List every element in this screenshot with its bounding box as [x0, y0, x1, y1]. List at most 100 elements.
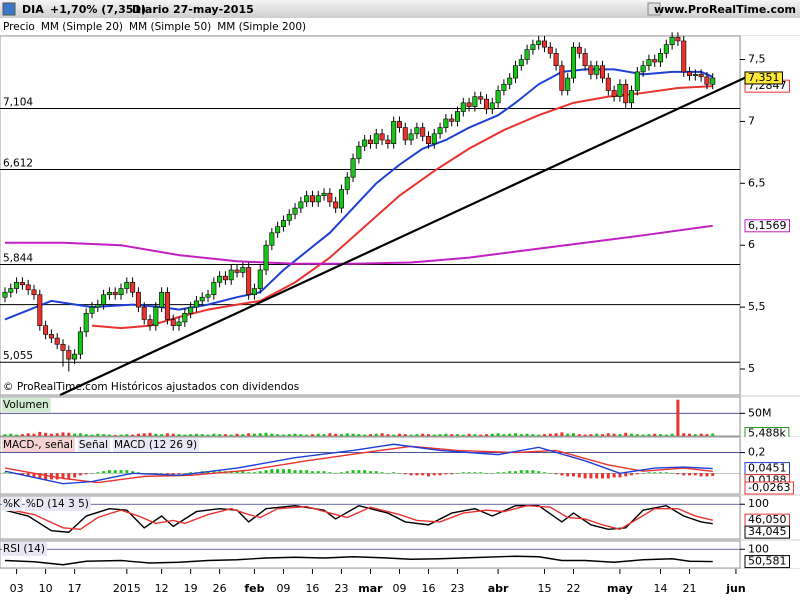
- candle-body: [495, 90, 501, 104]
- volume-bar: [96, 433, 100, 436]
- panel: [0, 396, 741, 437]
- histogram-bar: [160, 473, 164, 474]
- period: Diario: [132, 3, 170, 16]
- histogram-bar: [380, 472, 384, 474]
- histogram-bar: [461, 472, 465, 474]
- volume-bar: [142, 433, 146, 436]
- candle-body: [391, 121, 397, 145]
- volume-bar: [676, 399, 680, 436]
- candle-body: [547, 46, 553, 54]
- histogram-bar: [508, 471, 512, 474]
- panels: 03 10 17 2015 12 19 26 feb 09 16 23 mar 09 16 23 abr 15 2…: [0, 21, 800, 600]
- volume-bar: [589, 434, 593, 436]
- volume-bar: [508, 433, 512, 436]
- candle-body: [286, 213, 292, 221]
- volume-bar: [606, 433, 610, 436]
- change: +1,70% (7,351): [50, 3, 146, 16]
- candle-body: [414, 127, 420, 135]
- histogram-bar: [670, 473, 674, 474]
- candle-body: [658, 53, 664, 63]
- volume-bar: [577, 434, 581, 436]
- legend-label: %D (14 3 5): [26, 498, 89, 510]
- candle-body: [362, 139, 368, 147]
- candle-body: [25, 284, 31, 291]
- volume-bar: [363, 434, 367, 436]
- histogram-bar: [357, 470, 361, 474]
- legend-label: MM (Simple 50): [129, 21, 211, 33]
- level-label: 5,844: [3, 253, 33, 265]
- legend-box: [2, 542, 47, 556]
- legend-label: MACD (12 26 9): [114, 439, 197, 451]
- x-tick-label: 09: [276, 582, 290, 595]
- histogram-bar: [409, 473, 413, 476]
- histogram-bar: [305, 470, 309, 474]
- histogram-bar: [9, 473, 13, 474]
- volume-bar: [647, 434, 651, 436]
- histogram-bar: [624, 473, 628, 477]
- volume-bar: [345, 433, 349, 436]
- candle-body: [327, 192, 333, 203]
- candle-body: [646, 59, 652, 67]
- site: www.ProRealTime.com: [654, 3, 796, 16]
- candle-body: [402, 127, 408, 141]
- legend-label: Volumen: [3, 399, 49, 411]
- histogram-bar: [247, 472, 251, 474]
- x-tick-label: 23: [334, 582, 348, 595]
- histogram-bar: [183, 473, 187, 474]
- candle-body: [222, 275, 228, 281]
- volume-bar: [444, 433, 448, 436]
- volume-bar: [38, 431, 42, 436]
- volume-bar: [699, 433, 703, 436]
- candle-body: [652, 59, 658, 63]
- histogram-bar: [293, 470, 297, 474]
- histogram-bar: [386, 473, 390, 474]
- candle-body: [60, 343, 66, 351]
- trend-line: [59, 76, 746, 396]
- symbol-icon[interactable]: [2, 2, 16, 16]
- volume-bar: [293, 433, 297, 436]
- histogram-bar: [171, 473, 175, 476]
- candle-body: [425, 135, 431, 145]
- volume-bar: [44, 432, 48, 436]
- volume-bar: [368, 434, 372, 436]
- histogram-bar: [513, 471, 517, 474]
- volume-bar: [287, 434, 291, 436]
- candle-body: [605, 77, 611, 91]
- legend-box: [113, 438, 200, 452]
- candle-body: [565, 77, 571, 91]
- candle-body: [124, 282, 130, 289]
- histogram-bar: [705, 473, 709, 477]
- histogram-bar: [73, 473, 77, 478]
- volume-bar: [49, 433, 53, 436]
- candle-body: [246, 267, 252, 296]
- histogram-bar: [107, 470, 111, 474]
- candle-body: [89, 306, 95, 314]
- toolbar-button[interactable]: [647, 2, 661, 16]
- volume-bar: [624, 432, 628, 436]
- candle-body: [159, 291, 165, 308]
- candle-body: [408, 133, 414, 141]
- candle-body: [588, 65, 594, 75]
- volume-bar: [415, 434, 419, 436]
- histogram-bar: [438, 473, 442, 476]
- volume-bar: [397, 433, 401, 436]
- volume-bar: [322, 434, 326, 436]
- histogram-bar: [560, 473, 564, 476]
- x-tick-label: 16: [421, 582, 435, 595]
- volume-bar: [630, 433, 634, 436]
- volume-bar: [316, 433, 320, 436]
- candle-body: [681, 40, 687, 73]
- volume-bar: [351, 433, 355, 436]
- volume-bar: [653, 433, 657, 436]
- histogram-bar: [67, 473, 71, 479]
- histogram-bar: [711, 473, 715, 476]
- volume-bar: [247, 433, 251, 436]
- histogram-bar: [397, 473, 401, 474]
- volume-bar: [32, 433, 36, 436]
- histogram-bar: [583, 473, 587, 479]
- histogram-bar: [542, 472, 546, 474]
- candle-body: [54, 337, 60, 345]
- candle-body: [193, 300, 199, 308]
- candle-body: [338, 189, 344, 209]
